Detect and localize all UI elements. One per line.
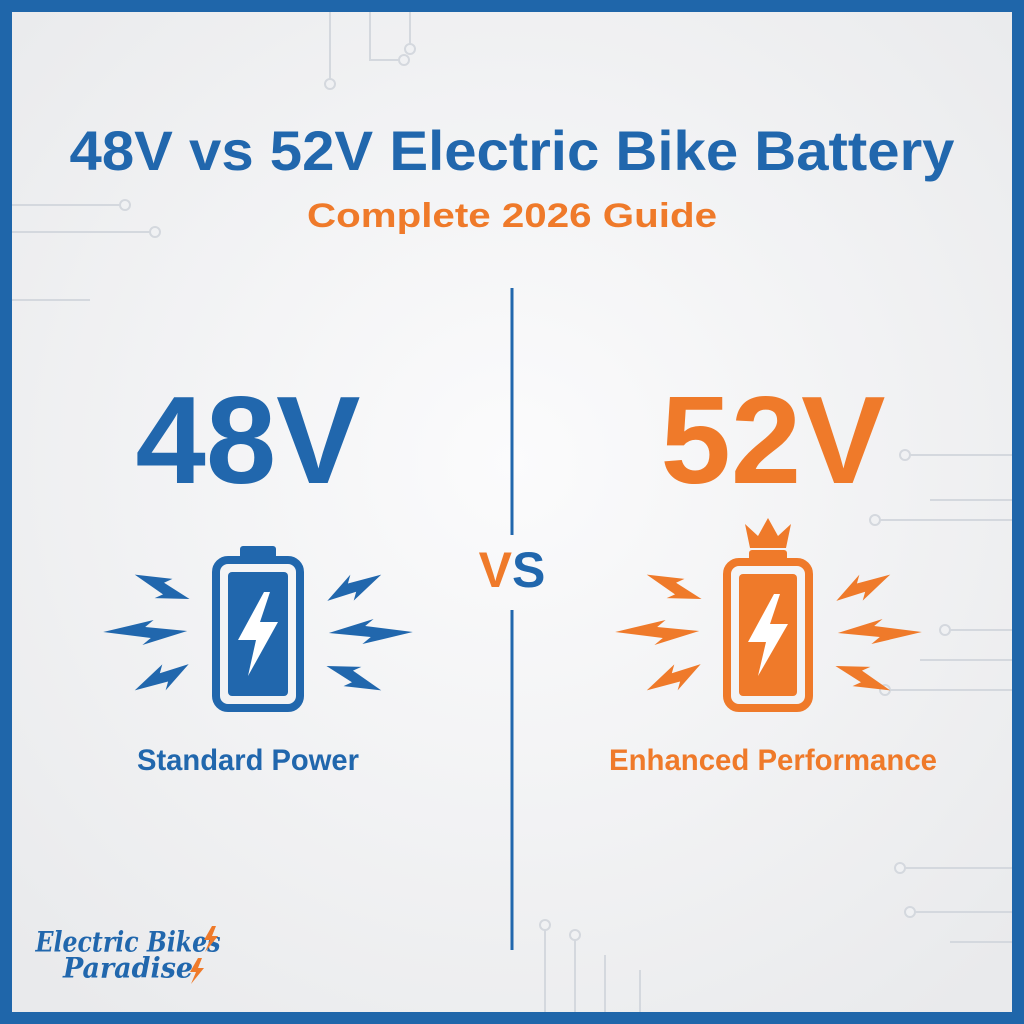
title: 48V vs 52V Electric Bike Battery: [70, 119, 955, 182]
subtitle: Complete 2026 Guide: [307, 197, 717, 235]
label-52v: Enhanced Performance: [609, 744, 937, 777]
logo-line1: Electric Bikes: [35, 926, 221, 959]
battery-52v: [615, 518, 922, 712]
vs-label: VS: [479, 542, 546, 598]
voltage-52v: 52V: [661, 372, 886, 510]
logo-line2: Paradise: [62, 952, 193, 985]
circuit-decoration: [12, 12, 1012, 1012]
logo-bolt: [190, 958, 204, 984]
battery-48v: [103, 546, 413, 712]
label-48v: Standard Power: [137, 744, 359, 777]
logo-bolt: [204, 926, 218, 952]
voltage-48v: 48V: [136, 372, 361, 510]
